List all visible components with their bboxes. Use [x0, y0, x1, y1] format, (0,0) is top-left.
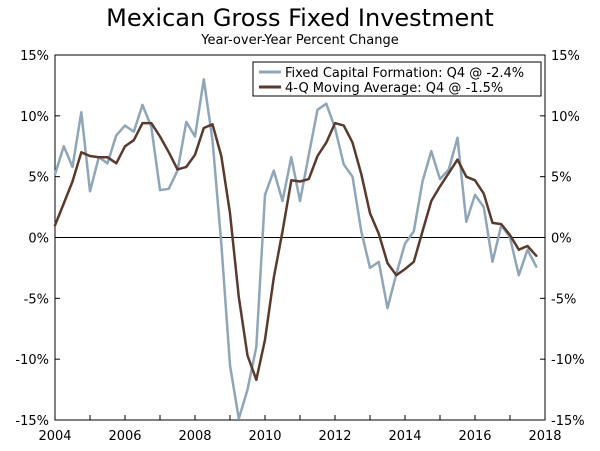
- y-tick-label-left: -10%: [15, 353, 49, 368]
- x-tick-label: 2008: [178, 429, 211, 444]
- y-tick-label-right: -10%: [551, 353, 585, 368]
- y-tick-label-left: 10%: [20, 110, 49, 125]
- y-tick-label-left: 15%: [20, 49, 49, 64]
- y-tick-label-right: 10%: [551, 110, 580, 125]
- chart-subtitle: Year-over-Year Percent Change: [201, 33, 399, 48]
- x-tick-label: 2014: [388, 429, 421, 444]
- legend-label: Fixed Capital Formation: Q4 @ -2.4%: [285, 66, 524, 81]
- legend-box: [252, 61, 542, 97]
- y-tick-label-right: -5%: [551, 292, 576, 307]
- y-tick-label-left: 5%: [28, 171, 49, 186]
- series-line-moving-average: [53, 121, 538, 382]
- x-tick-label: 2006: [108, 429, 141, 444]
- x-tick-label: 2012: [318, 429, 351, 444]
- y-tick-label-right: 15%: [551, 49, 580, 64]
- series-line-fixed-capital-formation: [53, 78, 538, 421]
- y-tick-label-left: -5%: [24, 292, 49, 307]
- y-tick-label-left: -15%: [15, 414, 49, 429]
- x-tick-label: 2004: [38, 429, 71, 444]
- x-tick-label: 2018: [528, 429, 561, 444]
- y-tick-label-right: 5%: [551, 171, 572, 186]
- x-tick-label: 2016: [458, 429, 491, 444]
- y-tick-label-right: 0%: [551, 232, 572, 247]
- legend-label: 4-Q Moving Average: Q4 @ -1.5%: [285, 81, 503, 96]
- y-tick-label-right: -15%: [551, 414, 585, 429]
- y-tick-label-left: 0%: [28, 232, 49, 247]
- x-tick-label: 2010: [248, 429, 281, 444]
- chart-title: Mexican Gross Fixed Investment: [106, 4, 494, 32]
